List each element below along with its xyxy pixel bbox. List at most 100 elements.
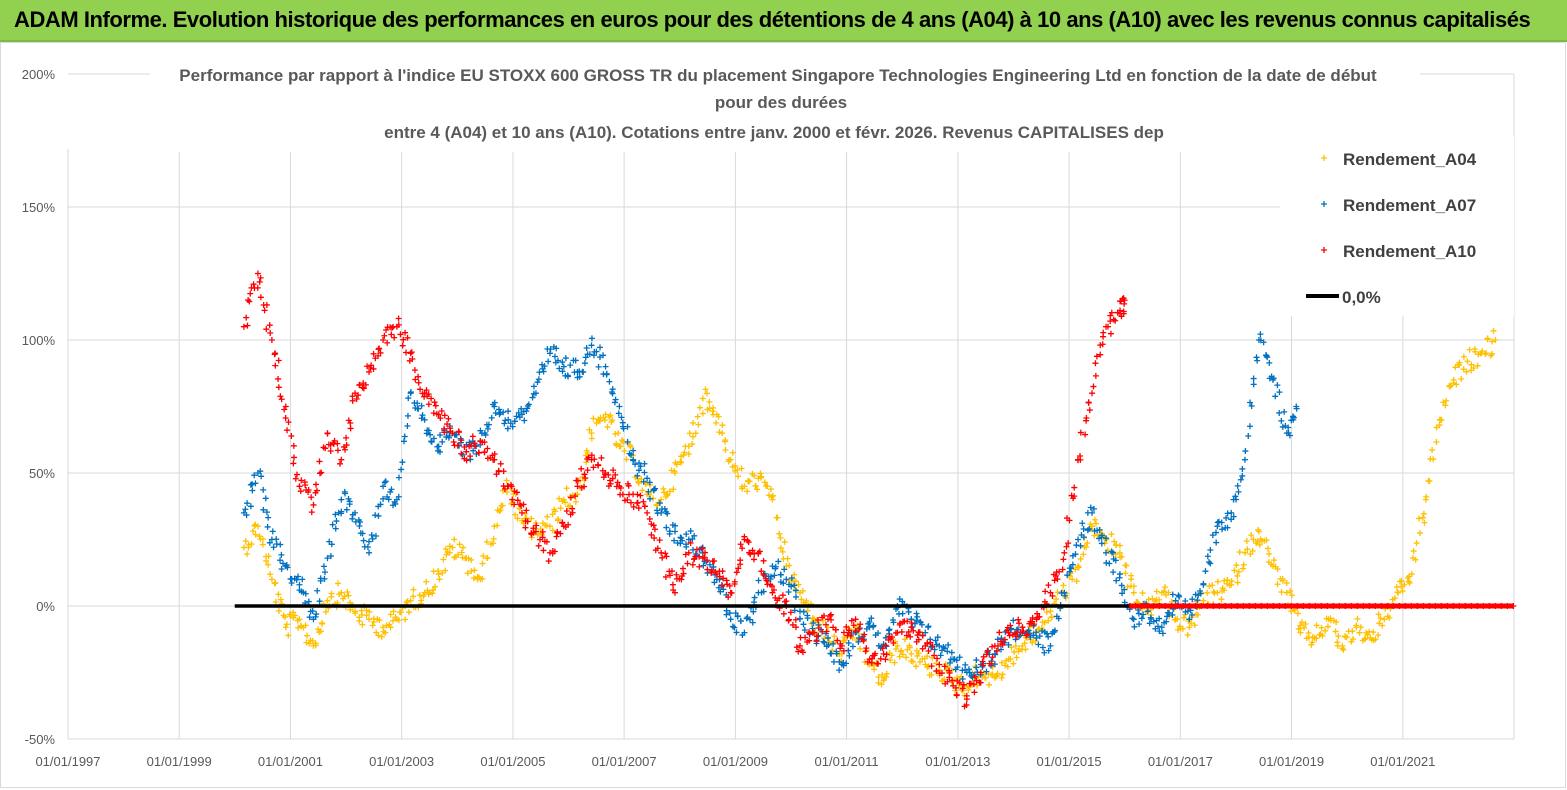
- data-point: [437, 415, 444, 422]
- data-point: [1360, 603, 1367, 609]
- data-point: [1343, 634, 1350, 641]
- data-point: [708, 567, 715, 574]
- data-point: [945, 641, 952, 648]
- data-point: [1390, 603, 1397, 609]
- data-point: [1272, 393, 1279, 400]
- data-point: [1035, 641, 1042, 648]
- data-point: [1460, 353, 1467, 360]
- data-point: [1007, 656, 1014, 663]
- data-point: [1077, 542, 1084, 549]
- x-tick-label: 01/01/2021: [1370, 754, 1435, 769]
- data-point: [582, 354, 589, 361]
- data-point: [242, 506, 249, 513]
- data-point: [428, 438, 435, 445]
- data-point: [277, 393, 284, 400]
- data-point: [407, 597, 414, 604]
- data-point: [435, 411, 442, 418]
- data-point: [994, 636, 1001, 643]
- data-point: [410, 593, 417, 600]
- data-point: [381, 332, 388, 339]
- data-point: [1012, 636, 1019, 643]
- data-point: [1274, 566, 1281, 573]
- data-point: [1207, 547, 1214, 554]
- data-point: [1297, 622, 1304, 629]
- data-point: [624, 438, 631, 445]
- data-point: [680, 452, 687, 459]
- data-point: [735, 565, 742, 572]
- data-point: [1283, 589, 1290, 596]
- data-point: [428, 395, 435, 402]
- data-point: [644, 475, 651, 482]
- data-point: [852, 616, 859, 623]
- data-point: [749, 619, 756, 626]
- data-point: [523, 507, 530, 514]
- data-point: [711, 558, 718, 565]
- data-point: [588, 342, 595, 349]
- data-point: [791, 571, 798, 578]
- data-point: [595, 363, 602, 370]
- data-point: [1240, 603, 1247, 609]
- data-point: [244, 551, 251, 558]
- data-point: [980, 653, 987, 660]
- data-point: [1059, 566, 1066, 573]
- data-point: [1194, 597, 1201, 604]
- data-point: [430, 410, 437, 417]
- data-point: [408, 349, 415, 356]
- data-point: [1087, 504, 1094, 511]
- data-point: [435, 571, 442, 578]
- data-point: [651, 526, 658, 533]
- data-point: [747, 616, 754, 623]
- data-point: [611, 399, 618, 406]
- data-point: [755, 549, 762, 556]
- data-point: [927, 639, 934, 646]
- data-point: [733, 629, 740, 636]
- data-point: [1354, 615, 1361, 622]
- data-point: [277, 596, 284, 603]
- data-point: [1372, 603, 1379, 609]
- data-point: [882, 642, 889, 649]
- data-point: [910, 627, 917, 634]
- data-point: [609, 475, 616, 482]
- data-point: [635, 467, 642, 474]
- x-tick-label: 01/01/2001: [258, 754, 323, 769]
- data-point: [1498, 603, 1505, 609]
- data-point: [312, 481, 319, 488]
- data-point: [646, 515, 653, 522]
- data-point: [1324, 603, 1331, 609]
- data-point: [574, 483, 581, 490]
- data-point: [285, 632, 292, 639]
- data-point: [793, 644, 800, 651]
- data-point: [1179, 625, 1186, 632]
- data-point: [696, 404, 703, 411]
- data-point: [556, 495, 563, 502]
- data-point: [471, 567, 478, 574]
- data-point: [651, 486, 658, 493]
- data-point: [1085, 399, 1092, 406]
- data-point: [507, 420, 514, 427]
- data-point: [1239, 472, 1246, 479]
- data-point: [398, 466, 405, 473]
- data-point: [370, 365, 377, 372]
- data-point: [919, 632, 926, 639]
- data-point: [247, 481, 254, 488]
- data-point: [409, 356, 416, 363]
- data-point: [615, 410, 622, 417]
- data-point: [1290, 414, 1297, 421]
- data-point: [1090, 505, 1097, 512]
- data-point: [1214, 578, 1221, 585]
- data-point: [838, 642, 845, 649]
- data-point: [369, 622, 376, 629]
- data-point: [1071, 493, 1078, 500]
- data-point: [857, 621, 864, 628]
- data-point: [1210, 603, 1217, 609]
- data-point: [1103, 535, 1110, 542]
- data-point: [898, 628, 905, 635]
- data-point: [1242, 448, 1249, 455]
- data-point: [1412, 556, 1419, 563]
- data-point: [1090, 383, 1097, 390]
- data-point: [1450, 603, 1457, 609]
- data-point: [1436, 422, 1443, 429]
- data-point: [1077, 453, 1084, 460]
- data-point: [275, 384, 282, 391]
- data-point: [1197, 590, 1204, 597]
